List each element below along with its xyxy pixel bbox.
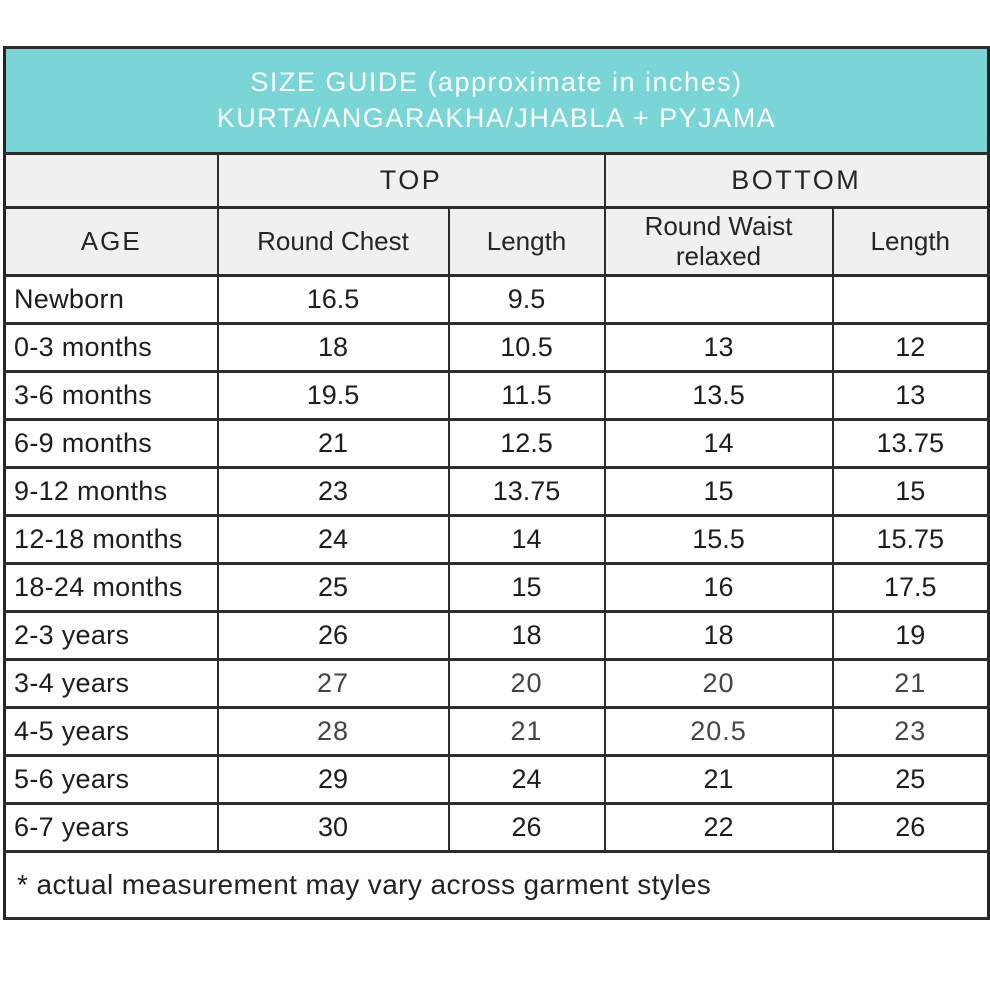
cell-top-length: 12.5 [447,418,606,469]
column-header-round-waist: Round Waist relaxed [603,206,834,277]
cell-top-length: 18 [447,610,606,661]
table-row-4-5-years: 4-5 years 28 21 20.5 23 [3,706,990,757]
cell-bottom-length: 15.75 [831,514,990,565]
cell-bottom-length [831,274,990,325]
column-header-age: AGE [3,206,219,277]
group-header-bottom: BOTTOM [603,152,990,209]
cell-round-chest: 18 [216,322,450,373]
table-row-0-3-months: 0-3 months 18 10.5 13 12 [3,322,990,373]
cell-round-chest: 19.5 [216,370,450,421]
table-row-2-3-years: 2-3 years 26 18 18 19 [3,610,990,661]
cell-top-length: 21 [447,706,606,757]
cell-top-length: 10.5 [447,322,606,373]
cell-round-waist: 18 [603,610,834,661]
cell-round-waist: 14 [603,418,834,469]
cell-round-waist: 20.5 [603,706,834,757]
cell-age: 4-5 years [3,706,219,757]
size-guide-table: SIZE GUIDE (approximate in inches) KURTA… [3,46,990,920]
cell-bottom-length: 26 [831,802,990,853]
table-row-6-9-months: 6-9 months 21 12.5 14 13.75 [3,418,990,469]
cell-bottom-length: 21 [831,658,990,709]
cell-round-chest: 24 [216,514,450,565]
cell-age: 6-7 years [3,802,219,853]
cell-bottom-length: 17.5 [831,562,990,613]
title-cell: SIZE GUIDE (approximate in inches) KURTA… [3,46,990,155]
table-row-9-12-months: 9-12 months 23 13.75 15 15 [3,466,990,517]
cell-top-length: 24 [447,754,606,805]
table-row-12-18-months: 12-18 months 24 14 15.5 15.75 [3,514,990,565]
cell-round-waist: 22 [603,802,834,853]
cell-top-length: 20 [447,658,606,709]
cell-top-length: 11.5 [447,370,606,421]
cell-round-chest: 25 [216,562,450,613]
table-row-5-6-years: 5-6 years 29 24 21 25 [3,754,990,805]
cell-bottom-length: 13 [831,370,990,421]
title-line-2: KURTA/ANGARAKHA/JHABLA + PYJAMA [216,102,777,133]
cell-age: 2-3 years [3,610,219,661]
cell-bottom-length: 19 [831,610,990,661]
cell-round-waist: 15.5 [603,514,834,565]
cell-round-chest: 16.5 [216,274,450,325]
cell-bottom-length: 23 [831,706,990,757]
footnote-row: * actual measurement may vary across gar… [3,850,990,920]
cell-round-chest: 30 [216,802,450,853]
cell-round-waist: 13.5 [603,370,834,421]
footnote-text: * actual measurement may vary across gar… [3,850,990,920]
table-row-3-6-months: 3-6 months 19.5 11.5 13.5 13 [3,370,990,421]
title-band: SIZE GUIDE (approximate in inches) KURTA… [3,46,990,155]
cell-bottom-length: 13.75 [831,418,990,469]
table-row-3-4-years: 3-4 years 27 20 20 21 [3,658,990,709]
cell-top-length: 15 [447,562,606,613]
cell-round-waist: 16 [603,562,834,613]
group-header-top: TOP [216,152,606,209]
cell-round-chest: 29 [216,754,450,805]
column-header-top-length: Length [447,206,606,277]
cell-round-waist: 15 [603,466,834,517]
cell-age: Newborn [3,274,219,325]
cell-age: 3-4 years [3,658,219,709]
table-row-18-24-months: 18-24 months 25 15 16 17.5 [3,562,990,613]
column-header-round-chest: Round Chest [216,206,450,277]
cell-age: 5-6 years [3,754,219,805]
column-header-row: AGE Round Chest Length Round Waist relax… [3,206,990,277]
cell-round-chest: 23 [216,466,450,517]
group-header-empty [3,152,219,209]
cell-age: 12-18 months [3,514,219,565]
cell-round-waist: 21 [603,754,834,805]
column-header-bottom-length: Length [831,206,990,277]
cell-bottom-length: 12 [831,322,990,373]
cell-age: 9-12 months [3,466,219,517]
cell-age: 0-3 months [3,322,219,373]
cell-round-chest: 28 [216,706,450,757]
cell-top-length: 14 [447,514,606,565]
cell-top-length: 26 [447,802,606,853]
cell-round-waist [603,274,834,325]
table-row-6-7-years: 6-7 years 30 26 22 26 [3,802,990,853]
cell-round-waist: 20 [603,658,834,709]
cell-age: 6-9 months [3,418,219,469]
cell-age: 18-24 months [3,562,219,613]
title-line-1: SIZE GUIDE (approximate in inches) [250,67,743,98]
cell-age: 3-6 months [3,370,219,421]
cell-round-chest: 27 [216,658,450,709]
cell-round-waist: 13 [603,322,834,373]
cell-bottom-length: 15 [831,466,990,517]
cell-round-chest: 26 [216,610,450,661]
table-row-newborn: Newborn 16.5 9.5 [3,274,990,325]
group-header-row: TOP BOTTOM [3,152,990,209]
cell-round-chest: 21 [216,418,450,469]
cell-top-length: 9.5 [447,274,606,325]
cell-bottom-length: 25 [831,754,990,805]
cell-top-length: 13.75 [447,466,606,517]
